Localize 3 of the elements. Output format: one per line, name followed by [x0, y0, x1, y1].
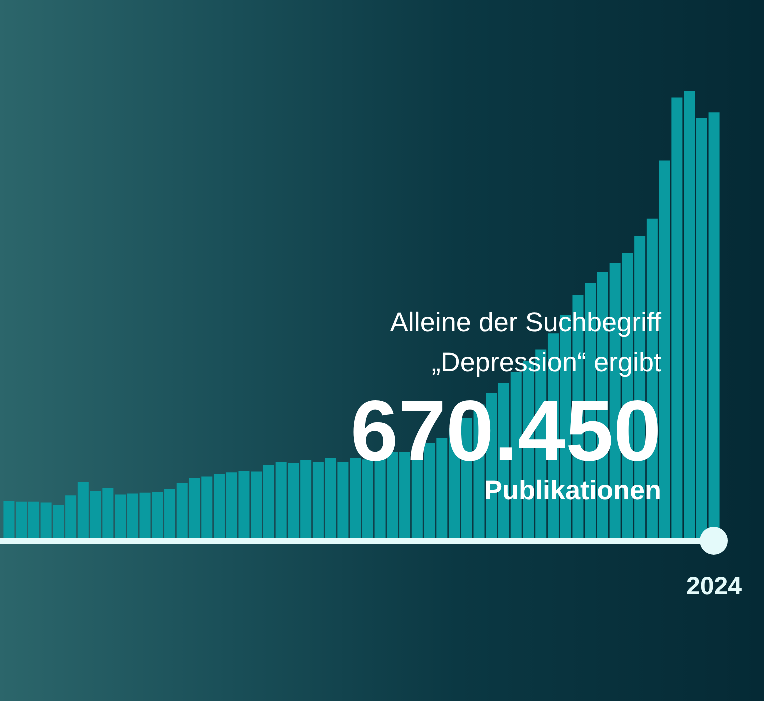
annotation: Alleine der Suchbegriff — [390, 308, 662, 338]
x-tick-label: 2024 — [686, 572, 742, 600]
annotation: „Depression“ ergibt — [432, 348, 662, 378]
